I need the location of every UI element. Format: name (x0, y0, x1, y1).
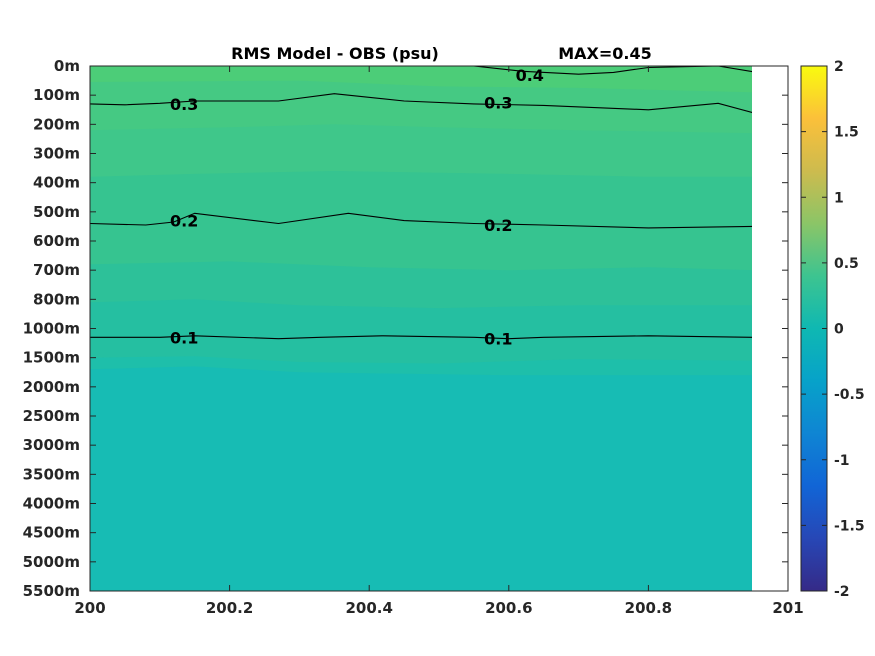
x-tick-label: 200.4 (345, 599, 392, 617)
contour-label: 0.4 (516, 66, 544, 85)
contour-label: 0.3 (484, 93, 512, 112)
fill-band-7 (90, 366, 752, 591)
y-tick-label: 4500m (23, 524, 80, 542)
colorbar-tick-label: -2 (834, 584, 850, 600)
y-tick-label: 800m (33, 290, 80, 308)
contour-label: 0.2 (484, 216, 512, 235)
contour-line-0.1 (90, 335, 752, 340)
colorbar-tick-label: 1.5 (834, 125, 859, 141)
contour-lines (90, 66, 752, 340)
y-tick-label: 3500m (23, 465, 80, 483)
fill-bands (90, 66, 752, 591)
y-axis-ticks: 0m 100m 200m 300m 400m 500m 600m 700m 800m 1000m 1… (23, 57, 788, 600)
colorbar-tick-label: 1 (834, 190, 844, 206)
contour-label-text: 0.3 (170, 95, 198, 114)
y-tick-label: 2000m (23, 378, 80, 396)
y-tick-label: 5500m (23, 582, 80, 600)
max-label: MAX=0.45 (558, 44, 652, 63)
y-tick-label: 4000m (23, 495, 80, 513)
y-tick-label: 700m (33, 261, 80, 279)
x-tick-label: 200 (74, 599, 105, 617)
contour-label: 0.1 (484, 330, 512, 349)
colorbar-tick-label: -1 (834, 453, 850, 469)
x-tick-label: 200.6 (485, 599, 532, 617)
contour-labels: 0.40.3 0.30.2 0.20.1 0.1 (170, 66, 544, 349)
contour-label-text: 0.3 (484, 93, 512, 112)
colorbar-tick-label: 2 (834, 59, 844, 75)
y-tick-label: 400m (33, 174, 80, 192)
y-tick-label: 2500m (23, 407, 80, 425)
contour-label-text: 0.1 (170, 328, 198, 347)
y-tick-label: 100m (33, 86, 80, 104)
contour-label-text: 0.2 (484, 216, 512, 235)
colorbar-tick-label: 0 (834, 322, 844, 338)
y-tick-label: 5000m (23, 553, 80, 571)
y-tick-label: 300m (33, 145, 80, 163)
chart-title: RMS Model - OBS (psu) (231, 44, 439, 63)
y-tick-label: 0m (54, 57, 80, 75)
contour-label: 0.1 (170, 328, 198, 347)
contour-label-text: 0.2 (170, 212, 198, 231)
y-tick-label: 500m (33, 203, 80, 221)
contour-line-0.4 (473, 66, 752, 75)
x-tick-label: 200.8 (625, 599, 672, 617)
colorbar-tick-label: -1.5 (834, 518, 865, 534)
x-tick-label: 200.2 (206, 599, 253, 617)
colorbar-ticks: 2 1.5 1 0.5 0 -0.5 -1 -1.5 -2 (801, 59, 865, 600)
colorbar-tick-label: -0.5 (834, 387, 865, 403)
y-tick-label: 600m (33, 232, 80, 250)
contour-label-text: 0.4 (516, 66, 544, 85)
contour-label: 0.2 (170, 212, 198, 231)
y-tick-label: 1000m (23, 320, 80, 338)
x-tick-label: 201 (772, 599, 803, 617)
y-tick-label: 1500m (23, 349, 80, 367)
colorbar-tick-label: 0.5 (834, 256, 859, 272)
y-tick-label: 3000m (23, 436, 80, 454)
contour-line-0.2 (90, 212, 752, 229)
contour-label: 0.3 (170, 95, 198, 114)
contour-line-0.3 (90, 93, 752, 113)
y-tick-label: 200m (33, 115, 80, 133)
contour-label-text: 0.1 (484, 330, 512, 349)
x-axis-ticks: 200 200.2 200.4 200.6 200.8 201 (74, 66, 804, 617)
